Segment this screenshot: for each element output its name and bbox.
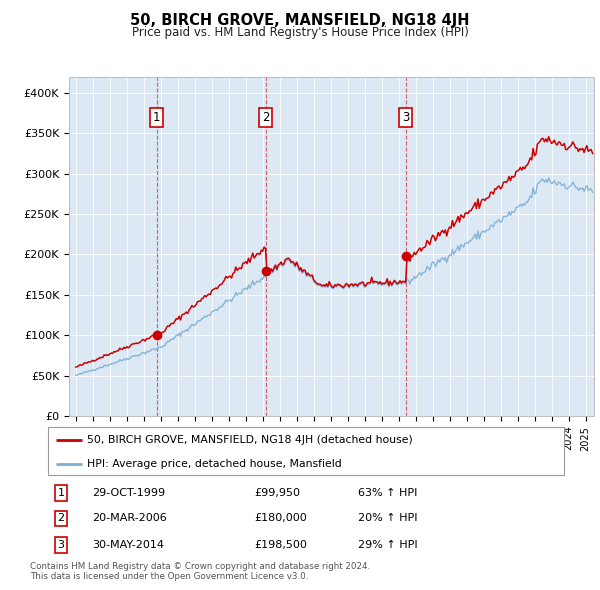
Text: 3: 3 [58,540,64,550]
Text: 3: 3 [402,110,409,123]
Text: 50, BIRCH GROVE, MANSFIELD, NG18 4JH: 50, BIRCH GROVE, MANSFIELD, NG18 4JH [130,13,470,28]
Text: 29-OCT-1999: 29-OCT-1999 [92,488,165,498]
Text: 20-MAR-2006: 20-MAR-2006 [92,513,167,523]
Text: Price paid vs. HM Land Registry's House Price Index (HPI): Price paid vs. HM Land Registry's House … [131,26,469,39]
Text: 2: 2 [58,513,64,523]
Text: 20% ↑ HPI: 20% ↑ HPI [358,513,417,523]
Text: £180,000: £180,000 [254,513,307,523]
Text: £198,500: £198,500 [254,540,307,550]
Text: 2: 2 [262,110,269,123]
Text: Contains HM Land Registry data © Crown copyright and database right 2024.
This d: Contains HM Land Registry data © Crown c… [30,562,370,581]
Text: 50, BIRCH GROVE, MANSFIELD, NG18 4JH (detached house): 50, BIRCH GROVE, MANSFIELD, NG18 4JH (de… [86,435,412,445]
Text: 1: 1 [58,488,64,498]
FancyBboxPatch shape [48,427,564,475]
Text: 29% ↑ HPI: 29% ↑ HPI [358,540,417,550]
Text: 30-MAY-2014: 30-MAY-2014 [92,540,164,550]
Text: 1: 1 [153,110,160,123]
Text: 63% ↑ HPI: 63% ↑ HPI [358,488,417,498]
Text: HPI: Average price, detached house, Mansfield: HPI: Average price, detached house, Mans… [86,459,341,469]
Text: £99,950: £99,950 [254,488,301,498]
